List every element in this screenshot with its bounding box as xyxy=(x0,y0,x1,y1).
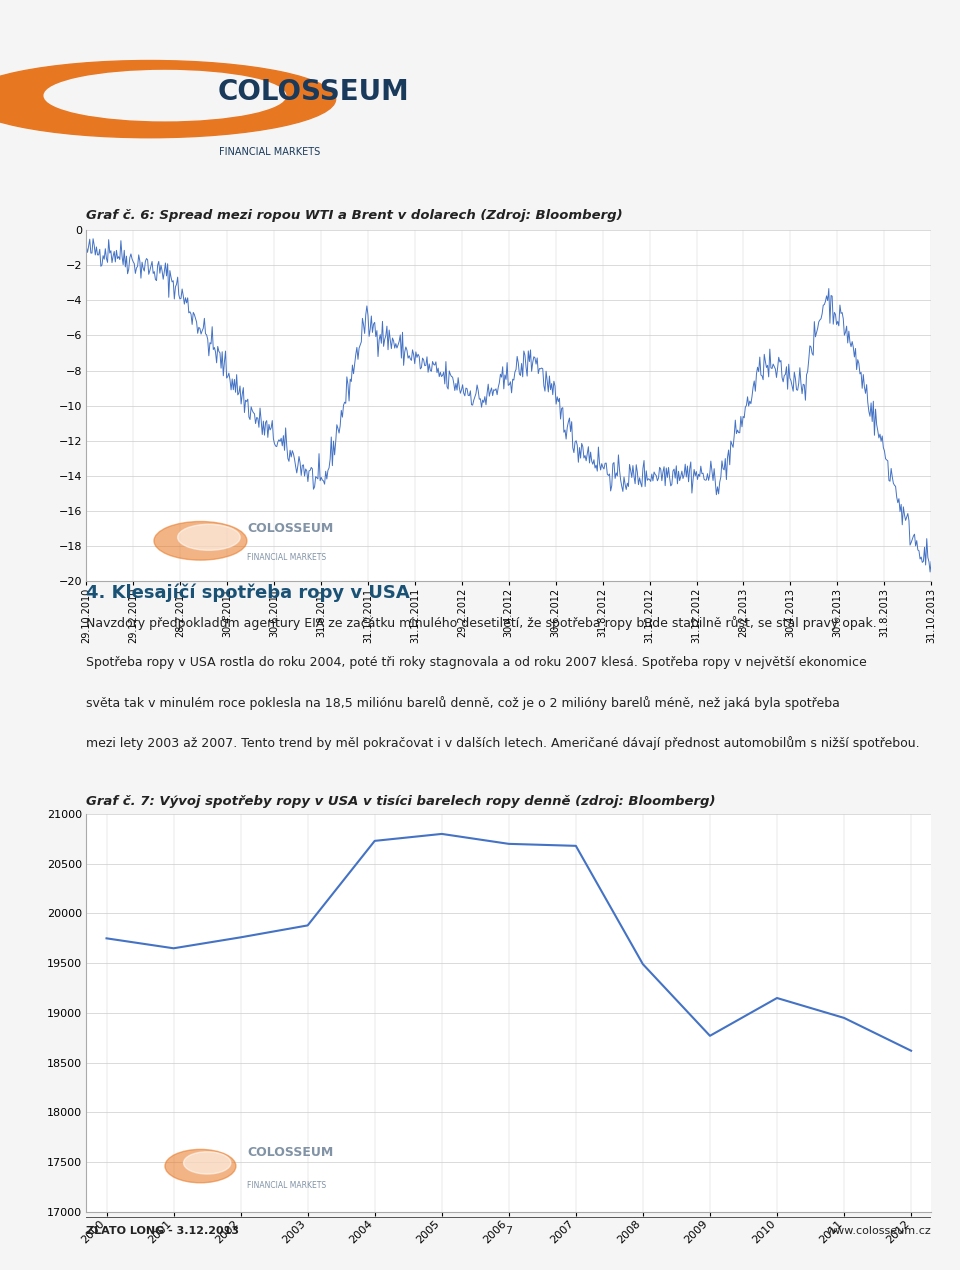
Text: COLOSSEUM: COLOSSEUM xyxy=(247,522,333,535)
Text: 7: 7 xyxy=(505,1227,513,1237)
Circle shape xyxy=(154,522,247,560)
Text: světa tak v minulém roce poklesla na 18,5 miliónu barelů denně, což je o 2 milió: světa tak v minulém roce poklesla na 18,… xyxy=(86,696,840,710)
Text: FINANCIAL MARKETS: FINANCIAL MARKETS xyxy=(219,147,321,156)
Text: mezi lety 2003 až 2007. Tento trend by měl pokračovat i v dalších letech. Američ: mezi lety 2003 až 2007. Tento trend by m… xyxy=(86,735,920,749)
Text: Spotřeba ropy v USA rostla do roku 2004, poté tři roky stagnovala a od roku 2007: Spotřeba ropy v USA rostla do roku 2004,… xyxy=(86,655,867,669)
Circle shape xyxy=(178,525,240,550)
Text: FINANCIAL MARKETS: FINANCIAL MARKETS xyxy=(247,1181,326,1190)
Circle shape xyxy=(183,1152,230,1173)
Text: www.colosseum.cz: www.colosseum.cz xyxy=(827,1227,931,1237)
Text: COLOSSEUM: COLOSSEUM xyxy=(247,1146,333,1160)
Text: COLOSSEUM: COLOSSEUM xyxy=(217,77,409,107)
Text: Navzdory předpokladům agentury EIA ze začátku minulého desetiletí, že spotřeba r: Navzdory předpokladům agentury EIA ze za… xyxy=(86,616,877,630)
Text: 4. Klesajíčí spotřeba ropy v USA: 4. Klesajíčí spotřeba ropy v USA xyxy=(86,583,410,602)
Text: FINANCIAL MARKETS: FINANCIAL MARKETS xyxy=(247,554,326,563)
Text: Graf č. 7: Vývoj spotřeby ropy v USA v tisíci barelech ropy denně (zdroj: Bloomb: Graf č. 7: Vývoj spotřeby ropy v USA v t… xyxy=(86,795,716,808)
Text: ZLATO LONG - 3.12.2013: ZLATO LONG - 3.12.2013 xyxy=(86,1227,239,1237)
Circle shape xyxy=(0,61,336,137)
Circle shape xyxy=(165,1149,236,1182)
Circle shape xyxy=(44,71,286,121)
Text: Graf č. 6: Spread mezi ropou WTI a Brent v dolarech (Zdroj: Bloomberg): Graf č. 6: Spread mezi ropou WTI a Brent… xyxy=(86,210,623,222)
